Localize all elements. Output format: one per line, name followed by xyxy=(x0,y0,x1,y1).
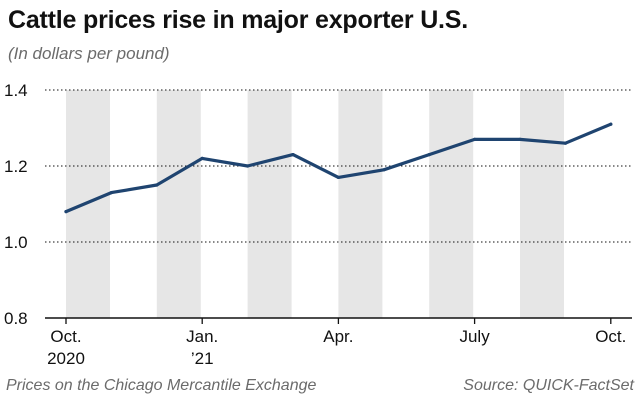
series-layer xyxy=(64,122,613,214)
data-point-5 xyxy=(291,153,295,157)
data-point-0 xyxy=(64,210,68,214)
x-tick-label-3: July xyxy=(459,327,490,346)
data-point-6 xyxy=(336,175,340,179)
x-axis: Oct. 2020 Jan. ’21 Apr. July Oct. xyxy=(47,318,626,368)
shade-band-2 xyxy=(247,90,292,318)
y-tick-label-3: 1.4 xyxy=(4,81,28,100)
x-tick-label-0: Oct. 2020 xyxy=(47,327,85,368)
x-tick-label-2: Apr. xyxy=(323,327,353,346)
shade-band-4 xyxy=(429,90,474,318)
data-point-3 xyxy=(200,156,204,160)
x-tick-label-1: Jan. ’21 xyxy=(186,327,218,368)
footer-note: Prices on the Chicago Mercantile Exchang… xyxy=(6,377,317,394)
data-point-4 xyxy=(246,164,250,168)
data-point-10 xyxy=(518,137,522,141)
y-tick-label-0: 0.8 xyxy=(4,309,28,328)
chart-subtitle: (In dollars per pound) xyxy=(8,44,170,63)
y-tick-label-1: 1.0 xyxy=(4,233,28,252)
shade-band-1 xyxy=(156,90,201,318)
x-tick-label-4: Oct. xyxy=(595,327,626,346)
y-tick-label-2: 1.2 xyxy=(4,157,28,176)
data-point-2 xyxy=(155,183,159,187)
source-note: Source: QUICK-FactSet xyxy=(463,377,634,394)
data-point-12 xyxy=(609,122,613,126)
data-point-1 xyxy=(109,191,113,195)
month-bands xyxy=(66,90,564,318)
data-point-8 xyxy=(427,153,431,157)
shade-band-3 xyxy=(338,90,383,318)
y-axis: 0.8 1.0 1.2 1.4 xyxy=(4,81,632,328)
chart-title: Cattle prices rise in major exporter U.S… xyxy=(8,6,469,34)
data-point-9 xyxy=(473,137,477,141)
shade-band-5 xyxy=(520,90,564,318)
data-point-11 xyxy=(563,141,568,145)
data-point-7 xyxy=(382,168,386,172)
